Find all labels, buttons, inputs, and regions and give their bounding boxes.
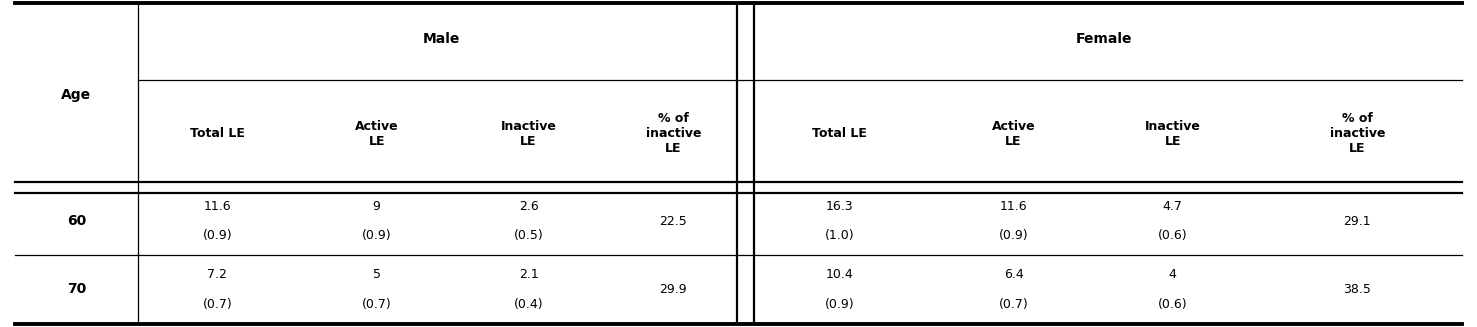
- Text: % of
inactive
LE: % of inactive LE: [1329, 112, 1385, 155]
- Text: 29.1: 29.1: [1344, 215, 1371, 228]
- Text: (0.9): (0.9): [362, 230, 391, 243]
- Text: 38.5: 38.5: [1344, 283, 1371, 296]
- Text: (0.5): (0.5): [514, 230, 544, 243]
- Text: Total LE: Total LE: [812, 127, 867, 140]
- Text: 7.2: 7.2: [207, 267, 227, 281]
- Text: Active
LE: Active LE: [991, 120, 1035, 148]
- Text: (0.6): (0.6): [1158, 298, 1188, 311]
- Text: Male: Male: [422, 31, 461, 45]
- Text: Female: Female: [1075, 31, 1133, 45]
- Text: 4: 4: [1168, 267, 1177, 281]
- Text: (0.7): (0.7): [362, 298, 391, 311]
- Text: 60: 60: [66, 214, 86, 228]
- Text: 4.7: 4.7: [1162, 200, 1183, 213]
- Text: 9: 9: [372, 200, 381, 213]
- Text: Age: Age: [61, 88, 92, 102]
- Text: Active
LE: Active LE: [354, 120, 399, 148]
- Text: (0.9): (0.9): [826, 298, 855, 311]
- Text: 11.6: 11.6: [204, 200, 232, 213]
- Text: 11.6: 11.6: [1000, 200, 1028, 213]
- Text: (0.9): (0.9): [998, 230, 1028, 243]
- Text: 70: 70: [66, 282, 86, 296]
- Text: (0.6): (0.6): [1158, 230, 1188, 243]
- Text: Total LE: Total LE: [191, 127, 245, 140]
- Text: 10.4: 10.4: [826, 267, 854, 281]
- Text: 29.9: 29.9: [660, 283, 687, 296]
- Text: 2.1: 2.1: [518, 267, 539, 281]
- Text: 5: 5: [372, 267, 381, 281]
- Text: % of
inactive
LE: % of inactive LE: [645, 112, 702, 155]
- Text: (0.4): (0.4): [514, 298, 544, 311]
- Text: (0.9): (0.9): [202, 230, 232, 243]
- Text: (1.0): (1.0): [826, 230, 855, 243]
- Text: 2.6: 2.6: [518, 200, 539, 213]
- Text: 22.5: 22.5: [660, 215, 687, 228]
- Text: (0.7): (0.7): [202, 298, 232, 311]
- Text: (0.7): (0.7): [998, 298, 1028, 311]
- Text: 6.4: 6.4: [1004, 267, 1024, 281]
- Text: Inactive
LE: Inactive LE: [1145, 120, 1201, 148]
- Text: Inactive
LE: Inactive LE: [501, 120, 557, 148]
- Text: 16.3: 16.3: [826, 200, 854, 213]
